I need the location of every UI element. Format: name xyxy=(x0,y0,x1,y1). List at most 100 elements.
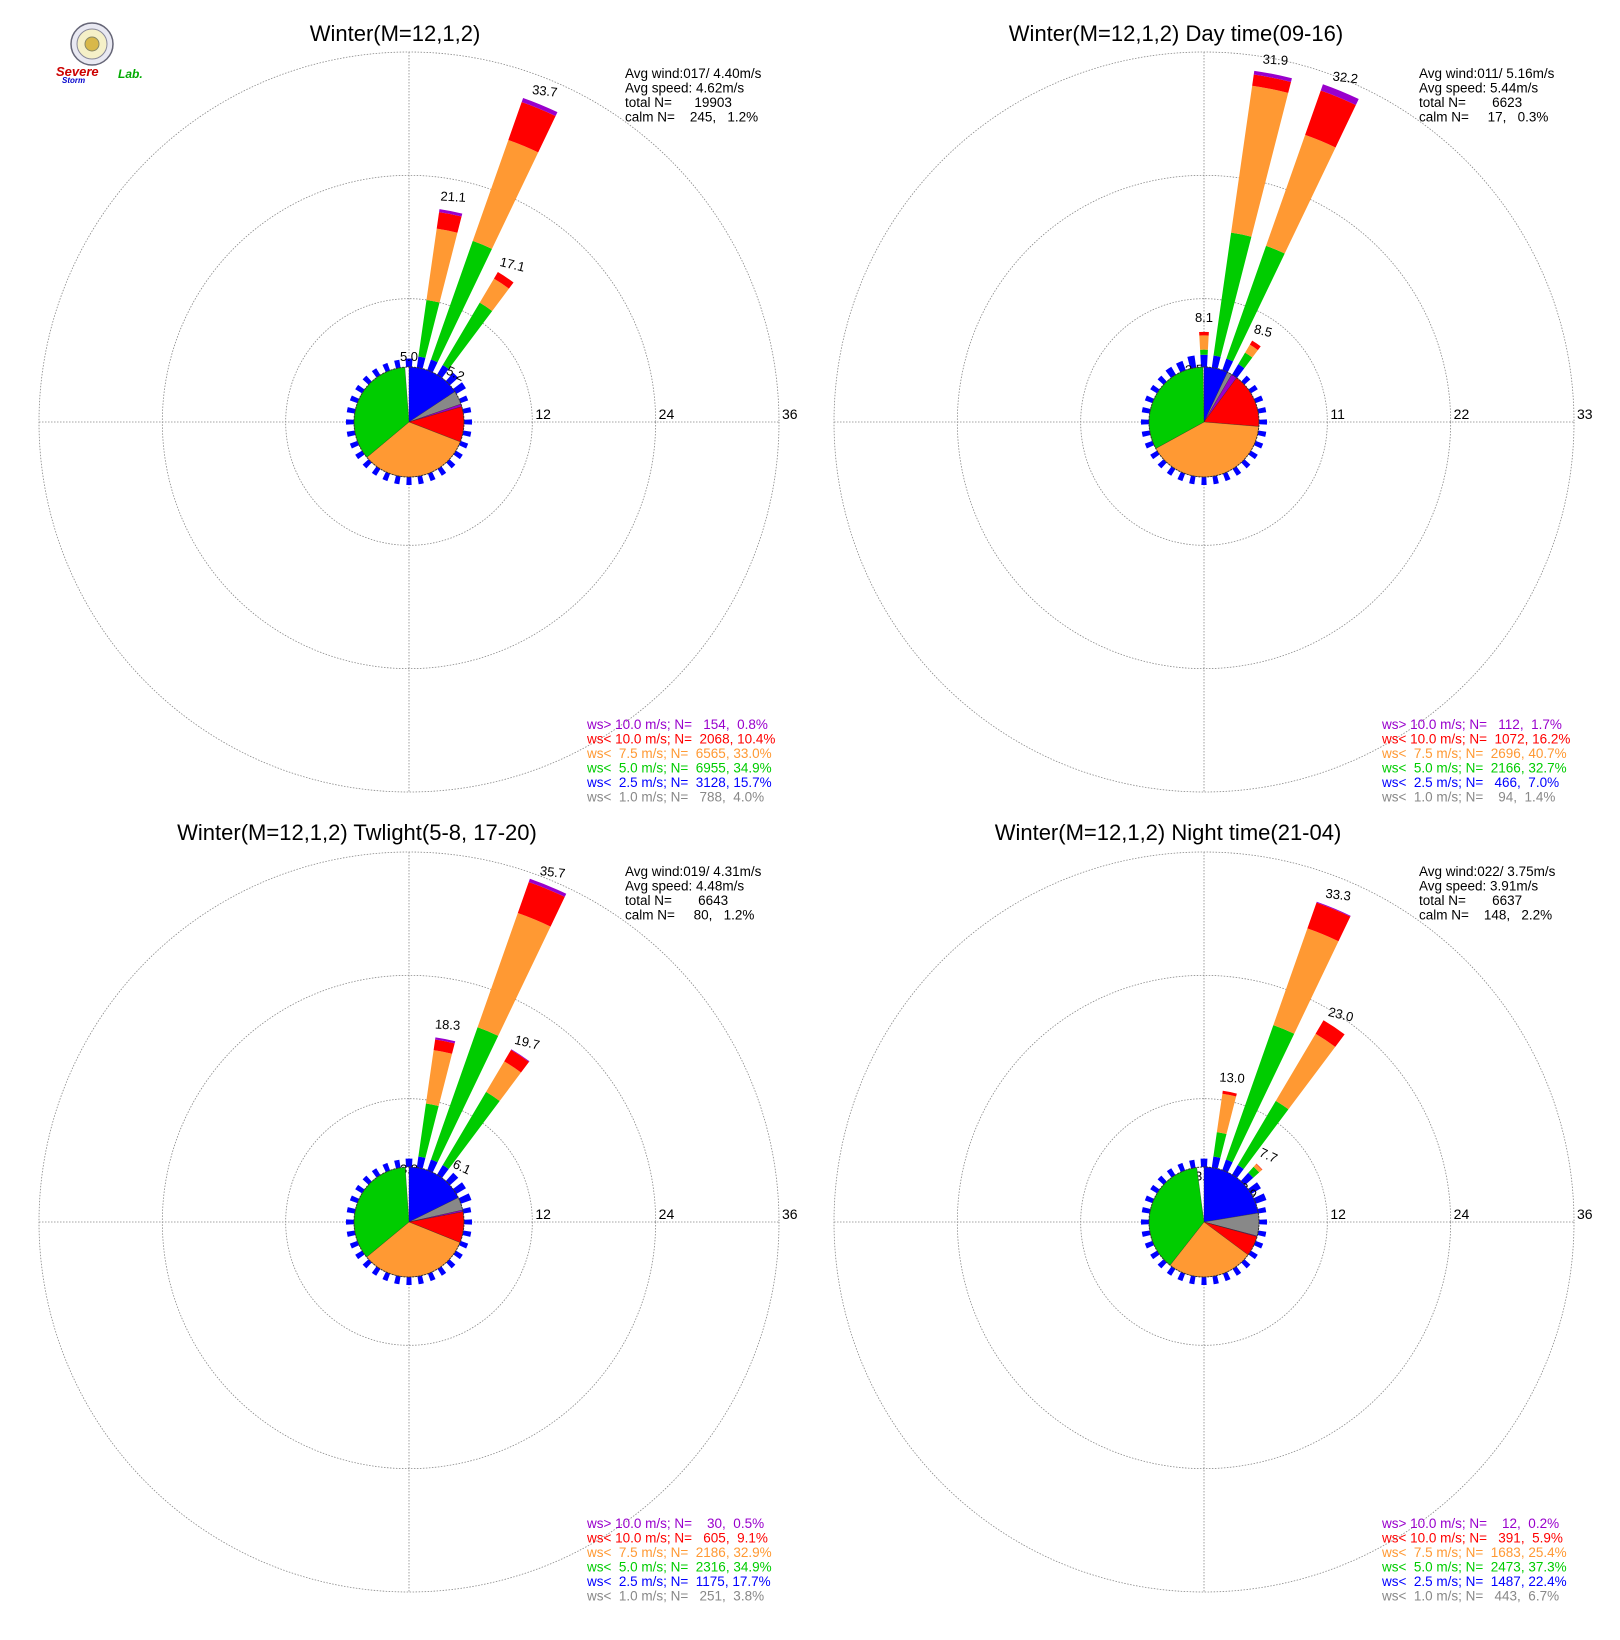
direction-stub-bar xyxy=(1177,1162,1186,1173)
wind-bar-segment xyxy=(1248,1166,1260,1178)
direction-stub-bar xyxy=(437,1266,447,1276)
legend-entry: ws> 10.0 m/s; N= 154, 0.8% xyxy=(586,717,768,732)
wind-bar-segment xyxy=(521,97,558,117)
wind-bar-segment xyxy=(1248,1182,1261,1194)
direction-stub-bar xyxy=(346,1219,355,1225)
direction-stub-bar xyxy=(463,1219,472,1225)
direction-stub-bar xyxy=(406,476,412,485)
radial-tick-label: 36 xyxy=(1577,1206,1593,1222)
wind-bar-segment xyxy=(1275,1033,1336,1110)
direction-stub-bar xyxy=(382,1162,391,1173)
direction-stub-bar xyxy=(1258,419,1267,425)
direction-stub-bar xyxy=(1241,375,1251,385)
summary-stat-line: Avg speed: 3.91m/s xyxy=(1419,879,1538,894)
wind-bar-segment xyxy=(1305,90,1356,148)
direction-stub-bar xyxy=(382,1271,391,1282)
direction-stub-bar xyxy=(1257,430,1267,437)
summary-stat-line: calm N= 80, 1.2% xyxy=(625,908,754,923)
wind-bar-segment xyxy=(1240,1172,1254,1186)
bar-value-label: 17.1 xyxy=(498,254,526,275)
radial-tick-label: 12 xyxy=(1330,1206,1346,1222)
direction-stub-bar xyxy=(1189,1275,1196,1285)
wind-bar-segment xyxy=(1222,1159,1233,1173)
direction-stub-bar xyxy=(1201,1276,1207,1285)
wind-bar-segment xyxy=(1222,358,1234,373)
wind-bar-segment xyxy=(418,299,440,358)
bar-value-label: 32.2 xyxy=(1332,69,1359,87)
summary-stat-line: Avg speed: 5.44m/s xyxy=(1419,81,1538,96)
wind-bar-segment xyxy=(1253,1193,1267,1204)
wind-bar-segment xyxy=(435,1037,456,1044)
wind-bar-segment xyxy=(416,356,426,369)
direction-stub-bar xyxy=(346,1207,356,1214)
summary-stat-line: total N= 19903 xyxy=(625,95,732,110)
legend-entry: ws< 10.0 m/s; N= 1072, 16.2% xyxy=(1381,732,1570,747)
bar-value-label: 33.7 xyxy=(531,82,558,100)
summary-stat-line: calm N= 245, 1.2% xyxy=(625,110,758,125)
bar-value-label: 8.1 xyxy=(1195,310,1213,325)
wind-bar-segment xyxy=(1200,349,1208,355)
direction-stub-bar xyxy=(1253,395,1264,404)
bar-value-label: 5.0 xyxy=(400,349,418,364)
wind-bar-segment xyxy=(416,1156,426,1169)
wind-bar-segment xyxy=(1213,232,1252,357)
legend-entry: ws< 7.5 m/s; N= 6565, 33.0% xyxy=(586,746,772,761)
wind-bar-segment xyxy=(427,1159,438,1173)
summary-stat-line: total N= 6637 xyxy=(1419,893,1522,908)
wind-bar-segment xyxy=(1266,134,1336,254)
wind-bar-segment xyxy=(405,1158,413,1168)
chart-title: Winter(M=12,1,2) Twlight(5-8, 17-20) xyxy=(177,820,537,845)
summary-stat-line: total N= 6643 xyxy=(625,893,728,908)
legend-entry: ws< 1.0 m/s; N= 443, 6.7% xyxy=(1381,1589,1559,1604)
radial-tick-label: 11 xyxy=(1330,406,1345,422)
direction-stub-bar xyxy=(394,1159,401,1169)
summary-stat-line: calm N= 148, 2.2% xyxy=(1419,908,1552,923)
legend-entry: ws> 10.0 m/s; N= 112, 1.7% xyxy=(1381,717,1562,732)
wind-bar-segment xyxy=(477,913,551,1036)
wind-bar-segment xyxy=(458,1193,472,1204)
legend-entry: ws< 10.0 m/s; N= 2068, 10.4% xyxy=(586,732,775,747)
wind-bar-segment xyxy=(427,359,438,373)
wind-bar-segment xyxy=(486,1061,522,1101)
wind-bar-segment xyxy=(430,1027,499,1163)
wind-bar-segment xyxy=(1253,1164,1262,1173)
direction-stub-bar xyxy=(1232,466,1242,476)
summary-stat-line: Avg wind:019/ 4.31m/s xyxy=(625,864,762,879)
direction-stub-bar xyxy=(417,1275,424,1285)
legend-entry: ws< 7.5 m/s; N= 1683, 25.4% xyxy=(1381,1545,1567,1560)
direction-stub-bar xyxy=(1248,384,1258,394)
legend-entry: ws< 7.5 m/s; N= 2186, 32.9% xyxy=(586,1545,772,1560)
wind-bar-segment xyxy=(1232,364,1245,378)
direction-stub-bar xyxy=(1144,1240,1155,1249)
wind-bar-segment xyxy=(508,101,556,153)
direction-stub-bar xyxy=(1253,1240,1264,1249)
legend-entry: ws< 5.0 m/s; N= 6955, 34.9% xyxy=(586,761,772,776)
direction-stub-bar xyxy=(458,440,469,449)
direction-stub-bar xyxy=(1144,440,1155,449)
wind-bar-segment xyxy=(1320,84,1359,105)
direction-stub-bar xyxy=(1257,1230,1267,1237)
wind-bar-segment xyxy=(1200,1158,1208,1168)
wind-bar-segment xyxy=(418,1103,439,1158)
direction-stub-bar xyxy=(1253,440,1264,449)
wind-bar-segment xyxy=(493,272,514,289)
wind-bar-segment xyxy=(1222,1090,1237,1097)
direction-stub-bar xyxy=(349,395,360,404)
wind-bar-segment xyxy=(433,1039,455,1054)
severe-storm-lab-logo: Severe Storm Lab. xyxy=(56,22,143,85)
radial-tick-label: 36 xyxy=(782,1206,798,1222)
wind-bar-segment xyxy=(1165,366,1176,378)
chart-title: Winter(M=12,1,2) xyxy=(310,21,481,46)
wind-bar-segment xyxy=(1249,340,1261,351)
wind-bar-segment xyxy=(1211,355,1221,369)
direction-stub-bar xyxy=(1157,375,1167,385)
radial-tick-label: 12 xyxy=(535,1206,551,1222)
direction-stub-bar xyxy=(1141,1207,1151,1214)
legend-entry: ws< 1.0 m/s; N= 94, 1.4% xyxy=(1381,790,1555,805)
bar-value-label: 6.1 xyxy=(451,1156,474,1177)
wind-bar-segment xyxy=(437,1165,449,1178)
wind-rose-panel: 1224363.818.335.719.76.13.22.2Winter(M=1… xyxy=(38,820,798,1604)
direction-stub-bar xyxy=(1166,1266,1176,1276)
bar-value-label: 5.2 xyxy=(444,363,467,384)
